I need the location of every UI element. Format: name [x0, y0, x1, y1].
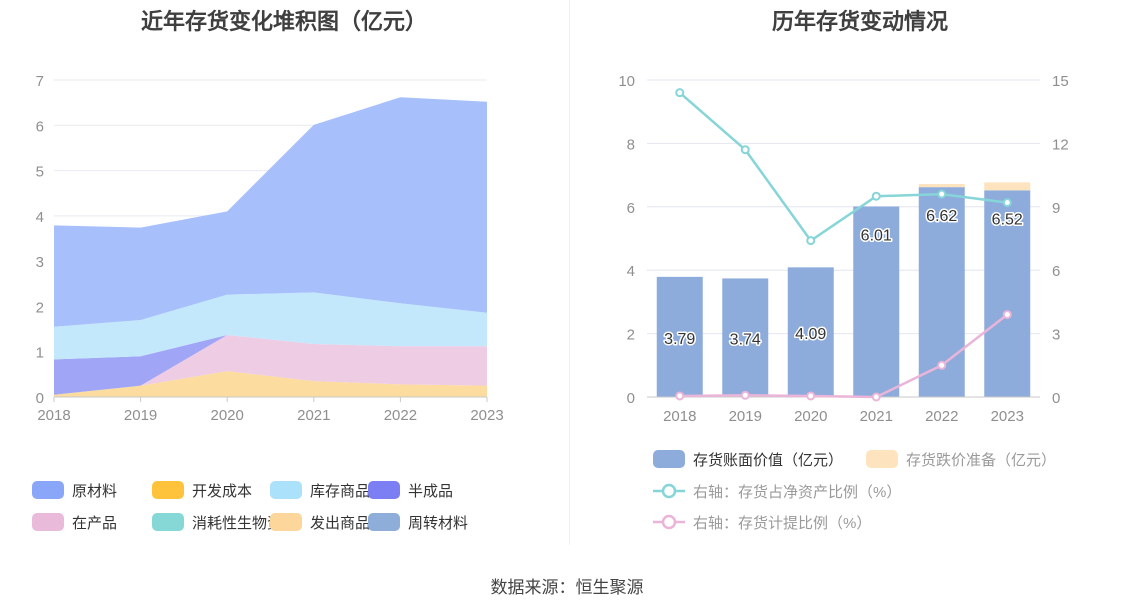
y-right-tick-label: 12	[1052, 136, 1069, 153]
bar-2018	[656, 276, 703, 397]
right-chart-title: 历年存货变动情况	[771, 9, 948, 34]
x-tick-label: 2020	[794, 408, 827, 425]
x-tick-label: 2019	[729, 408, 762, 425]
y-tick-label: 2	[36, 299, 44, 316]
legend-swatch	[270, 481, 302, 499]
line-point	[871, 191, 881, 201]
bar-value-label: 6.01	[861, 227, 892, 244]
x-tick-label: 2023	[470, 407, 503, 424]
y-left-tick-label: 8	[627, 136, 635, 153]
x-tick-label: 2018	[663, 408, 696, 425]
y-tick-label: 1	[36, 345, 44, 362]
y-right-tick-label: 3	[1052, 327, 1060, 344]
legend-swatch	[368, 481, 400, 499]
x-tick-label: 2021	[860, 408, 893, 425]
stacked-area-chart: 0 1 2 3 4 5 6 7 2018 2019 2020 2021 2022 2023 原材料 开发成本 库…	[32, 73, 504, 532]
legend-label: 右轴：存货计提比例（%）	[693, 515, 871, 532]
x-tick-label: 2021	[297, 407, 330, 424]
line-point	[937, 189, 947, 199]
legend-label: 库存商品	[310, 483, 370, 500]
x-tick-label: 2019	[124, 407, 157, 424]
legend-label: 原材料	[72, 483, 117, 500]
line-point	[740, 390, 750, 400]
data-source-label: 数据来源：恒生聚源	[490, 578, 644, 597]
provision-bar	[918, 183, 965, 188]
x-tick-label: 2018	[37, 407, 70, 424]
y-tick-label: 5	[36, 164, 44, 181]
line-point	[1002, 198, 1012, 208]
y-left-tick-label: 10	[618, 73, 635, 90]
area-半成品	[54, 334, 487, 395]
y-left-tick-label: 2	[627, 327, 635, 344]
legend-marker	[661, 514, 677, 530]
y-tick-label: 7	[36, 73, 44, 90]
legend-label: 开发成本	[192, 483, 252, 500]
y-right-tick-label: 9	[1052, 200, 1060, 217]
x-tick-label: 2022	[925, 408, 958, 425]
line-series-provision-ratio	[679, 313, 1009, 399]
bar-value-label: 4.09	[795, 326, 826, 343]
bar-value-label: 3.79	[664, 331, 695, 348]
legend-label: 在产品	[72, 515, 117, 532]
y-tick-label: 4	[36, 209, 44, 226]
bar-2023	[984, 190, 1031, 397]
y-right-tick-label: 0	[1052, 390, 1060, 407]
y-left-tick-label: 0	[627, 390, 635, 407]
legend-marker	[661, 483, 677, 499]
legend-swatch	[152, 513, 184, 531]
line-point	[740, 145, 750, 155]
line-series-net-asset-ratio	[678, 91, 1008, 243]
bar-2020	[787, 267, 834, 397]
y-left-tick-label: 4	[627, 263, 635, 280]
legend-label: 存货账面价值（亿元）	[693, 452, 843, 469]
legend-swatch	[368, 513, 400, 531]
area-库存商品	[54, 292, 487, 360]
legend-swatch	[270, 513, 302, 531]
provision-bar	[984, 182, 1031, 191]
line-point	[806, 236, 816, 246]
legend-swatch	[32, 513, 64, 531]
y-right-tick-label: 15	[1052, 73, 1069, 90]
y-left-tick-label: 6	[627, 200, 635, 217]
legend-label: 存货跌价准备（亿元）	[906, 452, 1056, 469]
bar-2021	[853, 206, 900, 397]
bar-value-label: 6.52	[992, 211, 1023, 228]
y-tick-label: 0	[36, 390, 44, 407]
y-right-tick-label: 6	[1052, 263, 1060, 280]
legend-label: 周转材料	[408, 515, 468, 532]
panel-divider	[569, 0, 570, 545]
line-point	[806, 391, 816, 401]
x-tick-label: 2020	[211, 407, 244, 424]
line-point	[675, 88, 685, 98]
area-在产品	[54, 334, 487, 395]
legend-swatch	[152, 481, 184, 499]
line-point	[675, 391, 685, 401]
legend-label: 右轴：存货占净资产比例（%）	[693, 484, 901, 501]
line-point	[871, 392, 881, 402]
x-tick-label: 2022	[384, 407, 417, 424]
bar-2019	[722, 278, 769, 397]
bar-value-label: 6.62	[926, 208, 957, 225]
bar-value-label: 3.74	[730, 332, 761, 349]
legend-swatch	[32, 481, 64, 499]
y-tick-label: 3	[36, 254, 44, 271]
line-point	[937, 360, 947, 370]
y-tick-label: 6	[36, 118, 44, 135]
line-point	[1002, 310, 1012, 320]
legend-label: 半成品	[408, 483, 453, 500]
bar-line-chart: 0 2 4 6 8 10 0 3 6 9 12 15 2018 2019 2020 2021 2022 2023 3…	[618, 73, 1069, 532]
legend-swatch	[653, 450, 685, 468]
legend-label: 发出商品	[310, 515, 370, 532]
x-tick-label: 2023	[991, 408, 1024, 425]
legend-swatch	[866, 450, 898, 468]
area-原材料	[54, 97, 487, 327]
left-chart-title: 近年存货变化堆积图（亿元）	[140, 9, 427, 34]
area-发出商品	[54, 371, 487, 397]
